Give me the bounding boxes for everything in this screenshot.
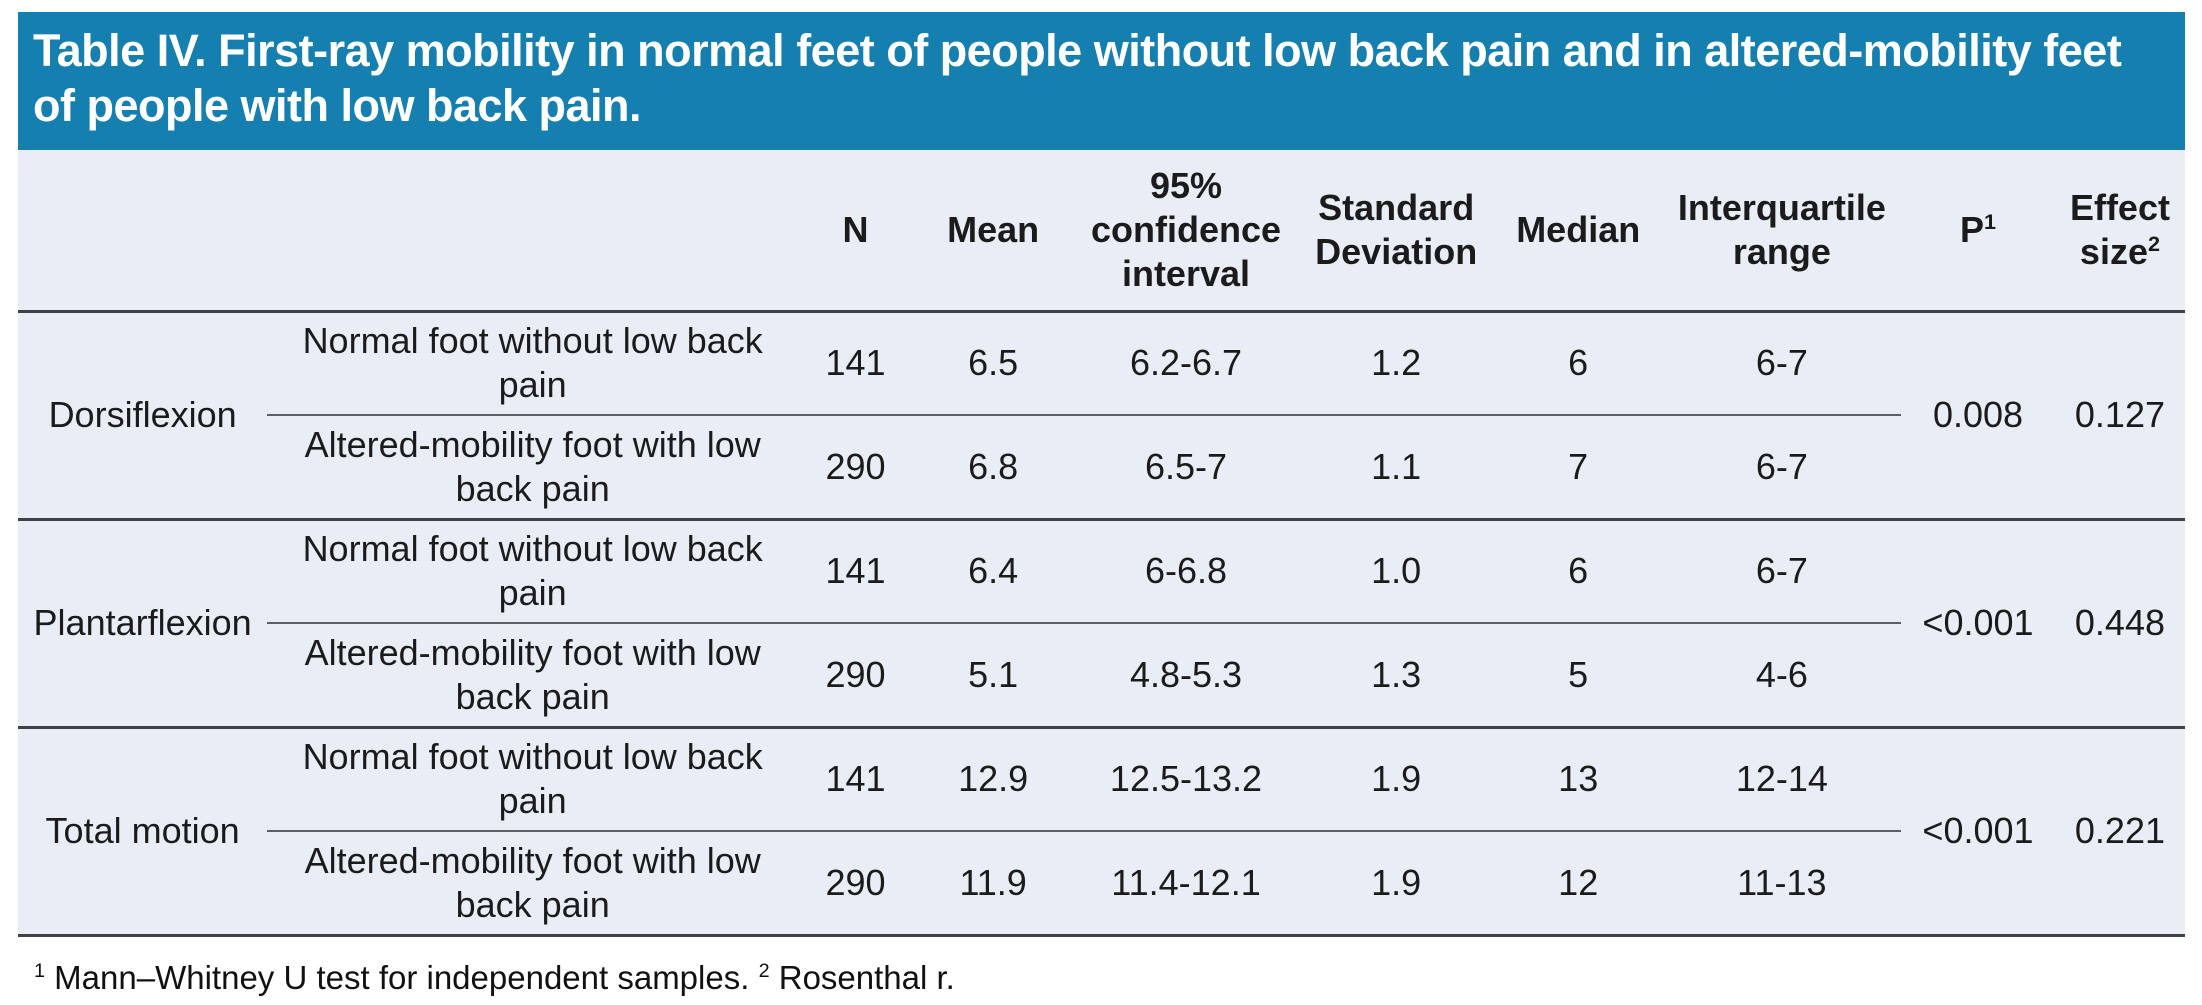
cell-iqr: 4-6 [1662,623,1902,729]
cell-median: 7 [1493,415,1663,521]
category-total-motion: Total motion [18,727,268,937]
header-p: P1 [1901,149,2055,313]
table-row: Altered-mobility foot with low back pain… [18,623,2185,729]
cell-median: 12 [1493,831,1663,937]
table-row: Total motion Normal foot without low bac… [18,727,2185,937]
cell-effect-size: 0.221 [2054,727,2185,937]
cell-iqr: 11-13 [1662,831,1902,937]
cell-p-value: 0.008 [1901,311,2055,521]
table-row: Altered-mobility foot with low back pain… [18,415,2185,521]
header-ci: 95% confidence interval [1073,149,1299,313]
table-row: Plantarflexion Normal foot without low b… [18,519,2185,729]
header-effect-label: Effect size [2069,186,2170,272]
group-label: Normal foot without low back pain [267,311,799,416]
cell-mean: 5.1 [912,623,1074,729]
table-title-bar: Table IV. First-ray mobility in normal f… [18,12,2185,150]
cell-ci: 6.5-7 [1073,415,1299,521]
cell-ci: 6.2-6.7 [1073,311,1299,416]
table-row: Altered-mobility foot with low back pain… [18,831,2185,937]
header-n: N [798,149,913,313]
cell-mean: 11.9 [912,831,1074,937]
cell-median: 5 [1493,623,1663,729]
cell-iqr: 6-7 [1662,415,1902,521]
cell-sd: 1.1 [1298,415,1494,521]
cell-n: 141 [798,727,913,832]
stats-table: N Mean 95% confidence interval Standard … [18,149,2185,937]
cell-p-value: <0.001 [1901,519,2055,729]
cell-mean: 12.9 [912,727,1074,832]
header-iqr: Interquartile range [1662,149,1902,313]
cell-effect-size: 0.448 [2054,519,2185,729]
cell-mean: 6.4 [912,519,1074,624]
footnote-text-1: Mann–Whitney U test for independent samp… [45,958,759,996]
cell-n: 290 [798,415,913,521]
group-label: Altered-mobility foot with low back pain [267,831,799,937]
cell-median: 6 [1493,519,1663,624]
header-row: N Mean 95% confidence interval Standard … [18,149,2185,313]
cell-n: 141 [798,311,913,416]
cell-ci: 11.4-12.1 [1073,831,1299,937]
footnote-superscript-2: 2 [758,959,770,982]
footnote-superscript-1: 1 [34,959,46,982]
cell-iqr: 6-7 [1662,311,1902,416]
cell-median: 6 [1493,311,1663,416]
cell-p-value: <0.001 [1901,727,2055,937]
header-p-superscript: 1 [1983,208,1996,234]
header-effect-superscript: 2 [2147,230,2160,256]
cell-sd: 1.3 [1298,623,1494,729]
header-sd: Standard Deviation [1298,149,1494,313]
cell-ci: 4.8-5.3 [1073,623,1299,729]
header-median: Median [1493,149,1663,313]
cell-median: 13 [1493,727,1663,832]
cell-n: 290 [798,623,913,729]
cell-mean: 6.5 [912,311,1074,416]
table-footnote: 1 Mann–Whitney U test for independent sa… [18,937,2185,1000]
cell-sd: 1.9 [1298,831,1494,937]
group-label: Altered-mobility foot with low back pain [267,415,799,521]
header-mean: Mean [912,149,1074,313]
header-empty-group [267,149,799,313]
group-label: Normal foot without low back pain [267,519,799,624]
group-label: Altered-mobility foot with low back pain [267,623,799,729]
cell-ci: 6-6.8 [1073,519,1299,624]
header-empty-category [18,149,268,313]
cell-iqr: 12-14 [1662,727,1902,832]
table-title: Table IV. First-ray mobility in normal f… [33,25,2122,131]
cell-n: 141 [798,519,913,624]
cell-iqr: 6-7 [1662,519,1902,624]
cell-sd: 1.2 [1298,311,1494,416]
table-row: Dorsiflexion Normal foot without low bac… [18,311,2185,521]
category-dorsiflexion: Dorsiflexion [18,311,268,521]
footnote-text-2: Rosenthal r. [769,958,955,996]
cell-ci: 12.5-13.2 [1073,727,1299,832]
group-label: Normal foot without low back pain [267,727,799,832]
header-effect-size: Effect size2 [2054,149,2185,313]
cell-sd: 1.9 [1298,727,1494,832]
category-plantarflexion: Plantarflexion [18,519,268,729]
header-p-label: P [1959,208,1984,250]
cell-n: 290 [798,831,913,937]
cell-effect-size: 0.127 [2054,311,2185,521]
cell-sd: 1.0 [1298,519,1494,624]
cell-mean: 6.8 [912,415,1074,521]
